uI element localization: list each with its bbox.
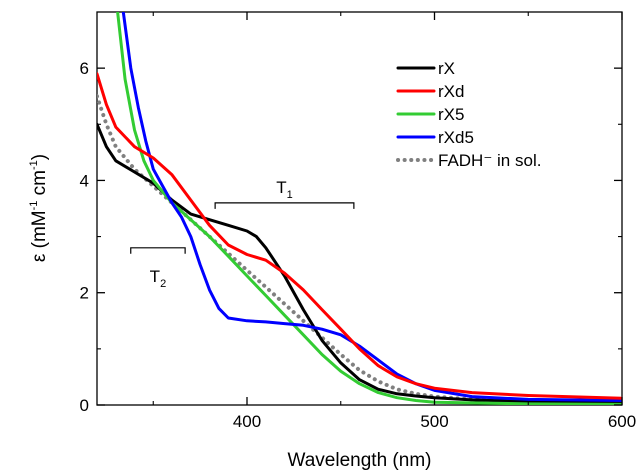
legend-item-4: FADH⁻ in sol. [396,151,541,170]
series-line-3 [121,12,622,402]
bracket-T1: T1 [214,178,355,209]
bracket-label-1: T1 [276,178,293,201]
y-axis-unit-open: (mM [29,210,50,253]
series-line-4 [97,94,622,405]
y-axis-unit-exp2: -1 [28,160,40,170]
annotation-layer: T1 T2 [130,178,355,290]
y-axis-unit-mid: cm [29,170,50,201]
y-axis-unit-close: ) [29,154,50,160]
bracket-line-2 [130,247,186,254]
x-tick-label-500: 500 [420,412,448,431]
bracket-label-2: T2 [150,267,167,290]
x-tick-label-400: 400 [233,412,261,431]
series-line-2 [116,12,622,405]
y-tick-label-2: 2 [80,284,89,303]
y-axis-title: ε (mM-1 cm-1) [28,154,50,262]
legend-label-4: FADH⁻ in sol. [438,151,541,170]
x-axis-title: Wavelength (nm) [288,450,432,471]
bracket-line-1 [214,202,355,209]
legend: rX rXd rX5 rXd5 FADH⁻ in sol. [396,59,541,170]
plot-frame [96,11,623,406]
y-tick-label-6: 6 [80,59,89,78]
legend-label-0: rX [438,59,455,78]
legend-item-3: rXd5 [396,128,474,147]
y-tick-label-4: 4 [80,171,89,190]
y-axis-unit-exp1: -1 [28,201,40,211]
y-tick-label-0: 0 [80,396,89,415]
tick-layer: 400 500 600 0 2 4 6 [80,12,636,431]
y-axis-symbol: ε [29,253,50,262]
legend-item-1: rXd [396,82,464,101]
series-line-1 [97,72,622,400]
legend-label-2: rX5 [438,105,464,124]
x-tick-label-600: 600 [608,412,636,431]
bracket-T2: T2 [130,247,186,290]
legend-item-2: rX5 [396,105,464,124]
series-layer [97,12,622,405]
legend-label-1: rXd [438,82,464,101]
legend-item-0: rX [396,59,455,78]
series-line-0 [97,122,622,405]
legend-label-3: rXd5 [438,128,474,147]
